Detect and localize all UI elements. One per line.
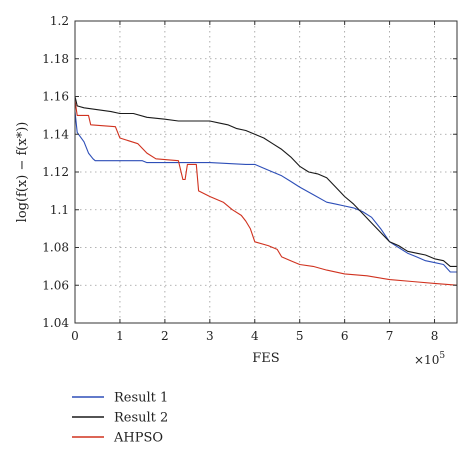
x-tick-label: 0 [71, 329, 79, 343]
y-tick-label: 1.06 [42, 278, 69, 292]
series-lines [74, 96, 458, 286]
y-tick-label: 1.18 [42, 52, 69, 66]
y-tick-label: 1.1 [50, 203, 69, 217]
series-line-result-2 [74, 96, 457, 267]
x-tick-label: 6 [341, 329, 349, 343]
x-tick-label: 1 [116, 329, 124, 343]
y-tick-label: 1.16 [42, 90, 69, 104]
x-tick-label: 5 [296, 329, 304, 343]
x-tick-label: 4 [251, 329, 259, 343]
legend-label-result-1: Result 1 [114, 391, 168, 406]
x-tick-label: 8 [431, 329, 439, 343]
y-tick-label: 1.14 [42, 127, 69, 141]
grid [75, 21, 457, 323]
x-axis-multiplier: ×105 [414, 351, 445, 367]
y-axis-label: log(f(x) − f(x*)) [15, 122, 30, 223]
x-axis-multiplier-exponent: 5 [439, 351, 445, 361]
axis-ticks: 0 1 2 3 4 5 6 7 8 1.04 1.06 1.08 1.1 1.12 1.14 1.16 1.18… [42, 14, 457, 343]
series-line-result-1 [74, 111, 457, 273]
legend-label-ahpso: AHPSO [113, 431, 163, 446]
legend-label-result-2: Result 2 [114, 411, 168, 426]
series-line-ahpso [74, 100, 458, 286]
x-tick-label: 7 [386, 329, 394, 343]
y-tick-label: 1.2 [50, 14, 69, 28]
x-tick-label: 3 [206, 329, 214, 343]
y-tick-label: 1.08 [42, 241, 69, 255]
legend: Result 1 Result 2 AHPSO [72, 391, 168, 446]
x-axis-multiplier-base: ×10 [414, 353, 439, 367]
y-tick-label: 1.04 [42, 316, 69, 330]
x-tick-label: 2 [161, 329, 169, 343]
y-tick-label: 1.12 [42, 165, 69, 179]
x-axis-label: FES [252, 351, 279, 366]
